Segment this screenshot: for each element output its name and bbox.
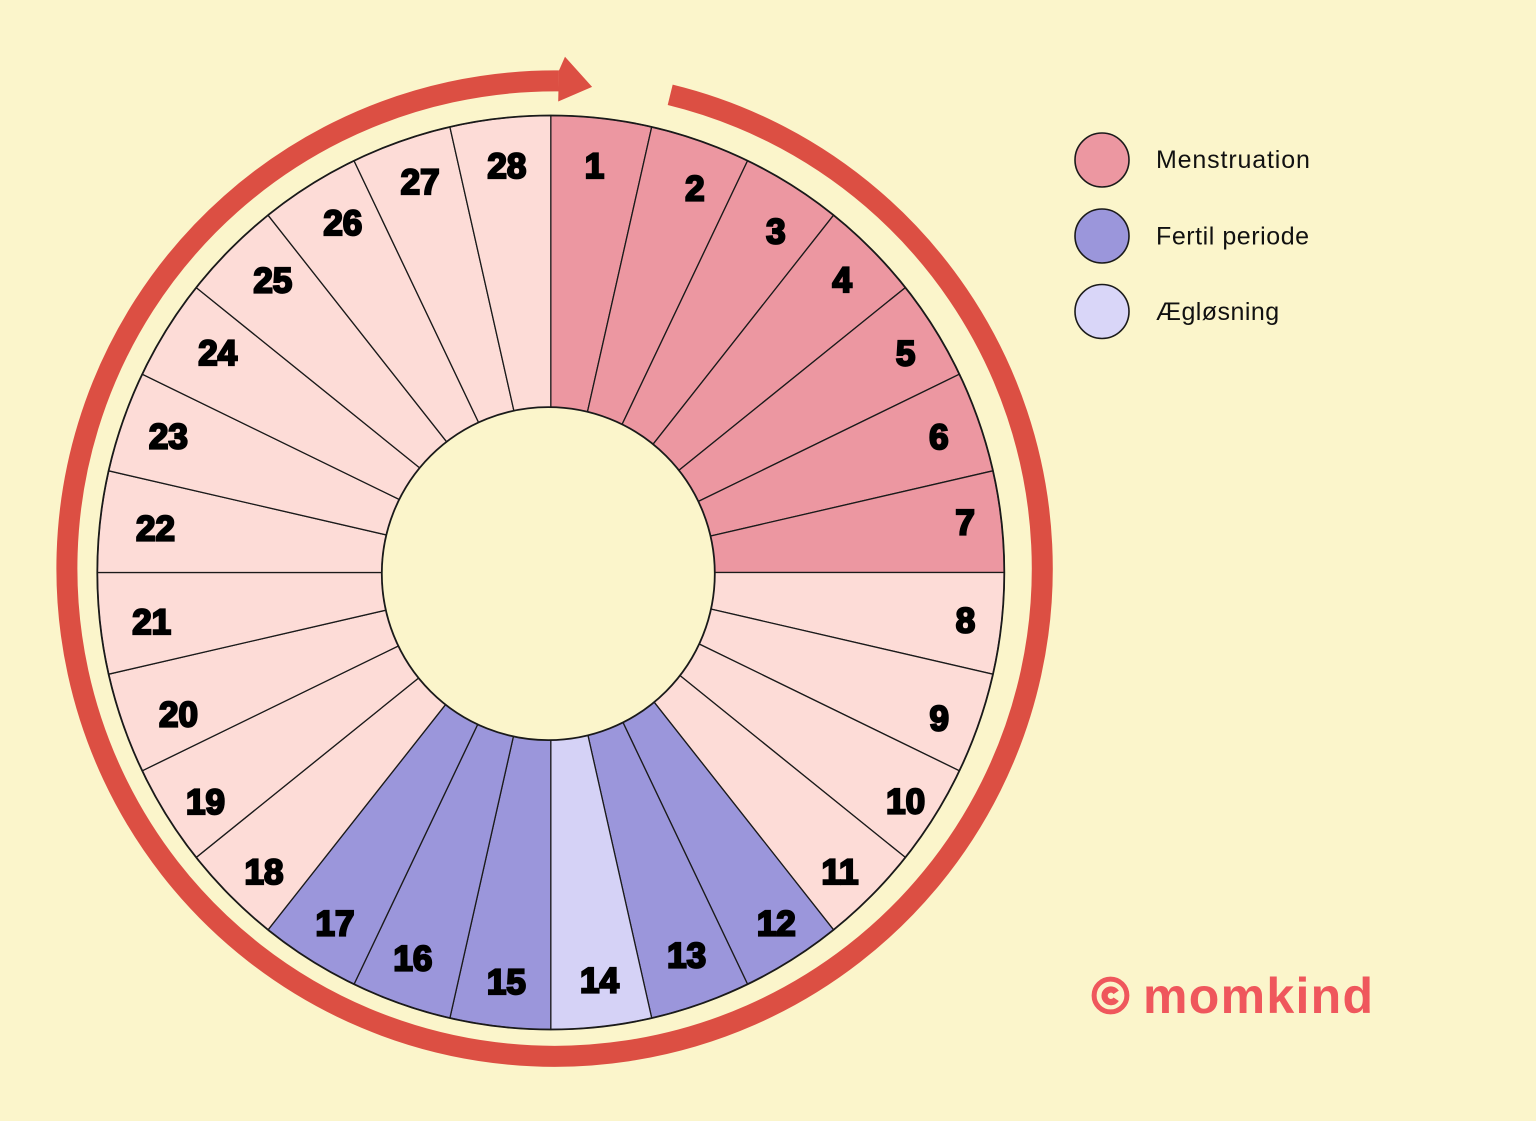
svg-text:17: 17 <box>316 905 355 944</box>
svg-text:Ægløsning: Ægløsning <box>1156 298 1280 326</box>
svg-text:5: 5 <box>896 334 915 373</box>
svg-text:Menstruation: Menstruation <box>1156 146 1311 174</box>
svg-text:15: 15 <box>487 963 526 1002</box>
svg-text:7: 7 <box>955 504 974 543</box>
svg-text:26: 26 <box>323 204 362 243</box>
svg-text:21: 21 <box>132 603 171 642</box>
svg-text:16: 16 <box>393 940 432 979</box>
svg-text:20: 20 <box>159 696 198 735</box>
svg-text:19: 19 <box>186 783 225 822</box>
svg-text:2: 2 <box>685 170 704 209</box>
svg-text:8: 8 <box>956 602 975 641</box>
svg-text:momkind: momkind <box>1143 968 1374 1024</box>
svg-text:25: 25 <box>253 262 292 301</box>
svg-text:18: 18 <box>245 853 284 892</box>
svg-text:22: 22 <box>136 510 175 549</box>
svg-text:24: 24 <box>198 334 237 373</box>
svg-text:23: 23 <box>149 418 188 457</box>
svg-text:6: 6 <box>929 418 948 457</box>
svg-text:14: 14 <box>580 961 619 1000</box>
svg-text:13: 13 <box>667 937 706 976</box>
svg-text:28: 28 <box>487 147 526 186</box>
svg-text:12: 12 <box>757 905 796 944</box>
svg-text:Fertil periode: Fertil periode <box>1156 223 1310 251</box>
svg-text:4: 4 <box>832 261 852 300</box>
svg-text:10: 10 <box>886 783 925 822</box>
svg-text:11: 11 <box>822 853 859 892</box>
svg-text:3: 3 <box>766 212 785 251</box>
svg-text:27: 27 <box>401 163 440 202</box>
svg-text:9: 9 <box>929 699 948 738</box>
svg-text:1: 1 <box>585 147 604 186</box>
